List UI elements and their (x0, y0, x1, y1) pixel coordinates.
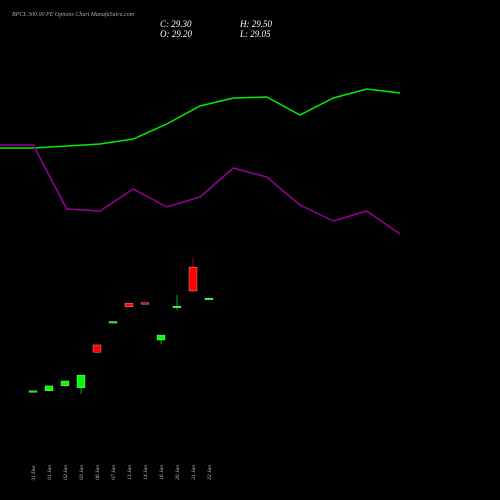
candle-body (92, 344, 102, 353)
x-tick-label: 02 Jan (63, 465, 69, 480)
close-label: C: 29.30 (160, 19, 192, 29)
candle-body (76, 374, 86, 388)
candle-body (60, 380, 70, 387)
x-tick-label: 14 Jan (142, 465, 149, 480)
x-tick-label: 20 Jan (175, 465, 181, 480)
candle-body (172, 306, 182, 308)
indicator-line (0, 88, 401, 149)
x-tick-label: 31 Dec (31, 464, 37, 481)
x-tick-label: 03 Jan (79, 465, 85, 480)
x-tick-label: 06 Jan (95, 465, 101, 480)
x-tick-label: 16 Jan (159, 465, 165, 480)
x-tick-label: 13 Jan (127, 465, 133, 480)
candle-body (124, 302, 134, 307)
candle-body (140, 302, 150, 305)
candle-body (188, 266, 198, 292)
x-tick-label: 07 Jan (111, 465, 117, 480)
indicator-line (0, 144, 401, 235)
x-tick-label: 01 Jan (47, 465, 53, 480)
x-tick-label: 22 Jan (207, 465, 213, 480)
candle-body (28, 390, 38, 393)
low-label: L: 29.05 (239, 29, 271, 39)
x-tick-label: 21 Jan (191, 465, 197, 480)
candle-body (44, 385, 54, 391)
chart-title: BPCL 300.00 PE Options Chart MunafaSutra… (12, 11, 135, 18)
open-label: O: 29.20 (160, 29, 192, 39)
candle-body (156, 334, 166, 341)
candle-body (204, 297, 214, 300)
candle-body (108, 321, 118, 324)
high-label: H: 29.50 (239, 19, 272, 29)
